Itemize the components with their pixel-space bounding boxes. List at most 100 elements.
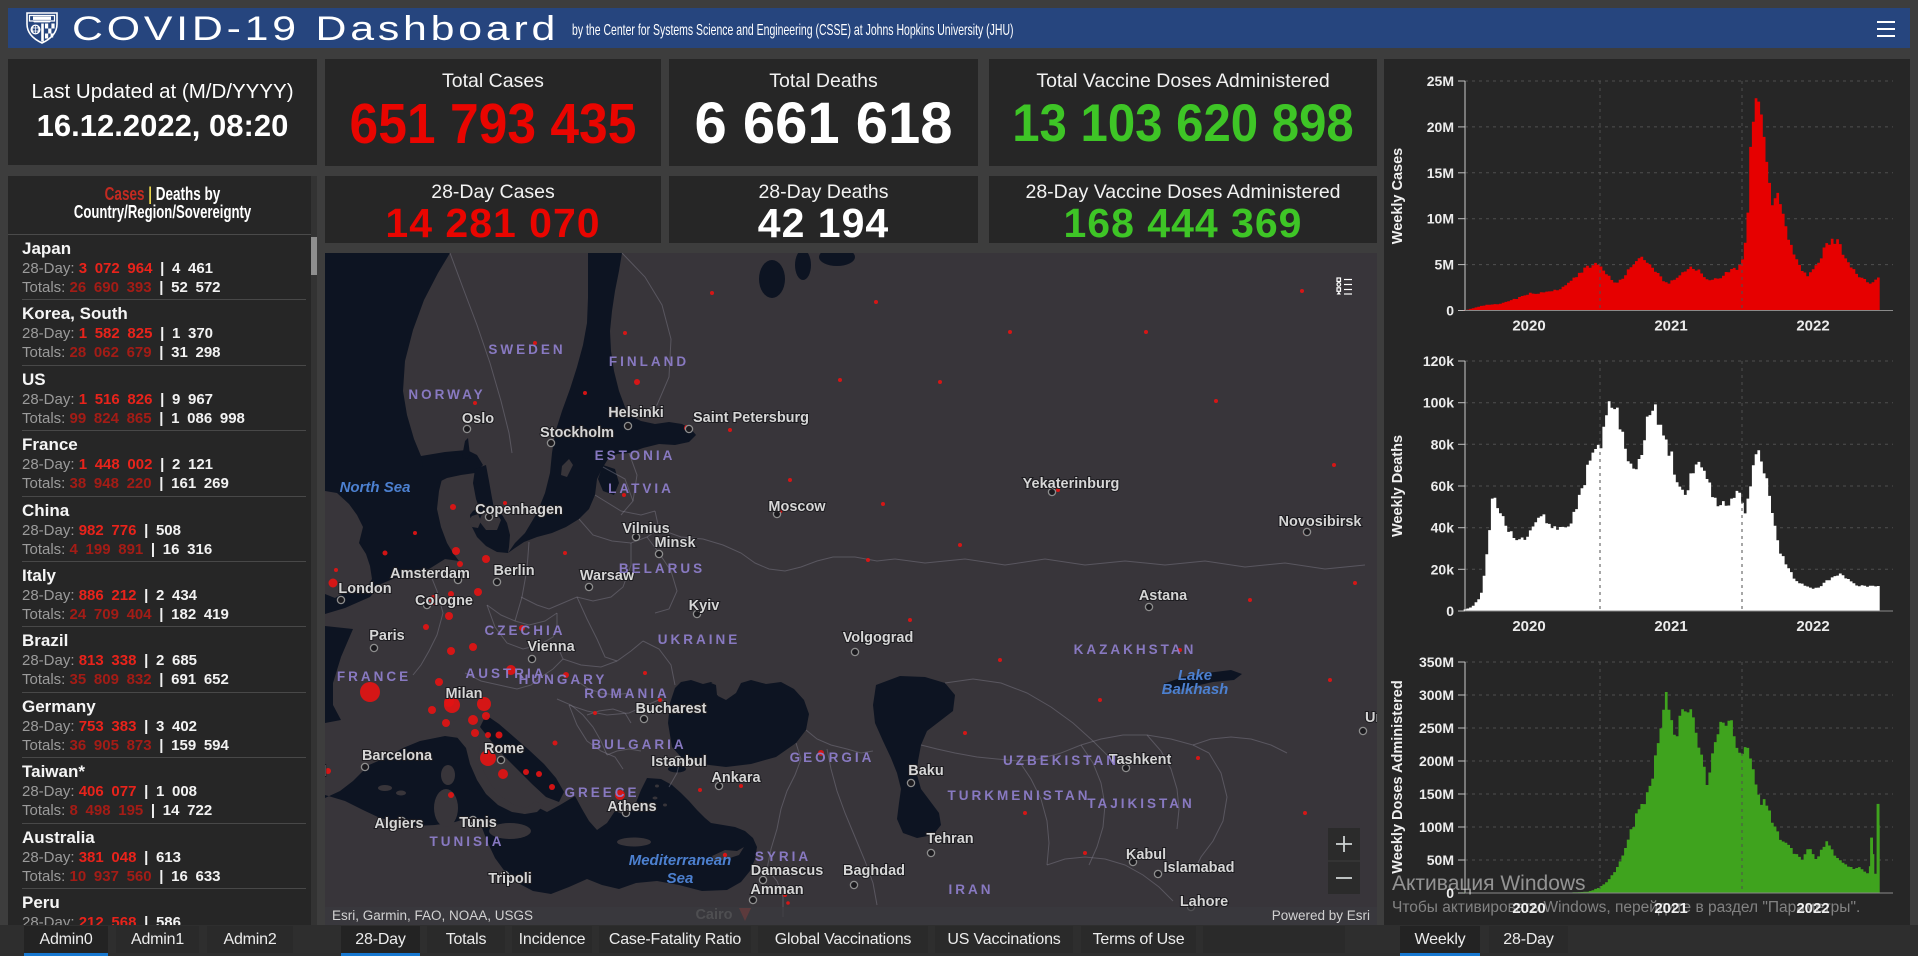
svg-text:Kyiv: Kyiv xyxy=(689,598,720,614)
svg-text:20k: 20k xyxy=(1431,561,1455,577)
svg-text:25M: 25M xyxy=(1427,73,1454,89)
svg-text:2021: 2021 xyxy=(1654,318,1687,335)
svg-text:200M: 200M xyxy=(1419,753,1454,769)
svg-text:Minsk: Minsk xyxy=(654,535,696,551)
svg-text:0: 0 xyxy=(1446,603,1454,619)
svg-text:Kabul: Kabul xyxy=(1126,847,1166,863)
svg-text:Warsaw: Warsaw xyxy=(580,568,635,584)
svg-text:Berlin: Berlin xyxy=(493,563,534,579)
svg-text:2022: 2022 xyxy=(1796,618,1829,635)
svg-text:2020: 2020 xyxy=(1512,618,1545,635)
svg-text:TURKMENISTAN: TURKMENISTAN xyxy=(948,788,1091,803)
svg-text:80k: 80k xyxy=(1431,436,1455,452)
svg-text:Amsterdam: Amsterdam xyxy=(390,566,470,582)
svg-text:Copenhagen: Copenhagen xyxy=(475,502,563,518)
svg-text:Weekly Deaths: Weekly Deaths xyxy=(1390,435,1406,537)
svg-text:2021: 2021 xyxy=(1654,900,1687,917)
svg-text:KAZAKHSTAN: KAZAKHSTAN xyxy=(1074,642,1197,657)
svg-text:0: 0 xyxy=(1446,303,1454,319)
svg-text:IRAN: IRAN xyxy=(949,882,994,897)
svg-text:2022: 2022 xyxy=(1796,900,1829,917)
svg-text:Baghdad: Baghdad xyxy=(843,863,905,879)
svg-text:Algiers: Algiers xyxy=(374,816,423,832)
svg-text:150M: 150M xyxy=(1419,786,1454,802)
svg-text:Volgograd: Volgograd xyxy=(843,630,914,646)
svg-text:Athens: Athens xyxy=(607,799,656,815)
svg-text:300M: 300M xyxy=(1419,687,1454,703)
svg-text:AUSTRIA: AUSTRIA xyxy=(466,666,547,681)
svg-text:UKRAINE: UKRAINE xyxy=(658,632,741,647)
svg-text:Paris: Paris xyxy=(369,628,404,644)
svg-text:Cologne: Cologne xyxy=(415,593,473,609)
svg-text:Powered by Esri: Powered by Esri xyxy=(1272,908,1370,923)
svg-text:Bucharest: Bucharest xyxy=(636,701,707,717)
svg-text:TUNISIA: TUNISIA xyxy=(430,834,505,849)
svg-text:Tripoli: Tripoli xyxy=(488,871,532,887)
svg-text:40k: 40k xyxy=(1431,520,1455,536)
svg-text:BULGARIA: BULGARIA xyxy=(591,737,686,752)
svg-text:10M: 10M xyxy=(1427,211,1454,227)
svg-text:5M: 5M xyxy=(1435,257,1454,273)
svg-text:2022: 2022 xyxy=(1796,318,1829,335)
svg-text:Lake: Lake xyxy=(1178,667,1212,684)
svg-text:Yekaterinburg: Yekaterinburg xyxy=(1023,476,1120,492)
svg-text:Damascus: Damascus xyxy=(751,863,824,879)
svg-text:50M: 50M xyxy=(1427,852,1454,868)
svg-text:2020: 2020 xyxy=(1512,318,1545,335)
svg-text:rid: rid xyxy=(325,764,326,780)
svg-text:GEORGIA: GEORGIA xyxy=(790,750,875,765)
svg-text:Ankara: Ankara xyxy=(711,770,761,786)
svg-text:Islamabad: Islamabad xyxy=(1164,860,1235,876)
svg-text:Lahore: Lahore xyxy=(1180,894,1228,910)
svg-text:TAJIKISTAN: TAJIKISTAN xyxy=(1087,796,1195,811)
svg-text:350M: 350M xyxy=(1419,654,1454,670)
svg-text:Amman: Amman xyxy=(750,882,803,898)
svg-text:Baku: Baku xyxy=(908,763,943,779)
svg-text:Weekly Doses Administered: Weekly Doses Administered xyxy=(1390,680,1406,873)
svg-text:Rome: Rome xyxy=(484,741,524,757)
svg-text:Milan: Milan xyxy=(445,686,482,702)
svg-text:120k: 120k xyxy=(1423,353,1454,369)
svg-text:SYRIA: SYRIA xyxy=(755,849,811,864)
svg-text:20M: 20M xyxy=(1427,119,1454,135)
svg-text:FINLAND: FINLAND xyxy=(609,354,689,369)
svg-text:London: London xyxy=(338,581,391,597)
svg-text:15M: 15M xyxy=(1427,165,1454,181)
svg-text:Novosibirsk: Novosibirsk xyxy=(1279,514,1363,530)
svg-text:CZECHIA: CZECHIA xyxy=(485,623,566,638)
svg-text:UZBEKISTAN: UZBEKISTAN xyxy=(1003,753,1119,768)
svg-text:Istanbul: Istanbul xyxy=(651,754,707,770)
svg-text:Stockholm: Stockholm xyxy=(540,425,614,441)
svg-text:Tunis: Tunis xyxy=(459,815,497,831)
svg-text:Helsinki: Helsinki xyxy=(608,405,664,421)
svg-text:SWEDEN: SWEDEN xyxy=(488,342,565,357)
svg-text:Barcelona: Barcelona xyxy=(362,748,433,764)
svg-text:ROMANIA: ROMANIA xyxy=(584,686,670,701)
svg-text:GREECE: GREECE xyxy=(564,785,639,800)
svg-text:Vienna: Vienna xyxy=(527,639,575,655)
svg-text:Mediterranean: Mediterranean xyxy=(629,852,732,869)
svg-text:ESTONIA: ESTONIA xyxy=(595,448,676,463)
svg-text:Moscow: Moscow xyxy=(768,499,826,515)
svg-text:Oslo: Oslo xyxy=(462,411,494,427)
svg-text:Urumqi: Urumqi xyxy=(1365,710,1377,726)
svg-text:Saint Petersburg: Saint Petersburg xyxy=(693,410,809,426)
svg-text:100M: 100M xyxy=(1419,819,1454,835)
svg-text:60k: 60k xyxy=(1431,478,1455,494)
svg-text:BELARUS: BELARUS xyxy=(619,561,705,576)
svg-text:FRANCE: FRANCE xyxy=(337,669,411,684)
svg-text:2021: 2021 xyxy=(1654,618,1687,635)
svg-text:HUNGARY: HUNGARY xyxy=(519,672,608,687)
svg-text:Astana: Astana xyxy=(1139,588,1188,604)
svg-text:Tehran: Tehran xyxy=(926,831,973,847)
svg-text:Weekly Cases: Weekly Cases xyxy=(1390,148,1406,244)
svg-text:Vilnius: Vilnius xyxy=(622,521,669,537)
svg-text:NORWAY: NORWAY xyxy=(408,387,485,402)
svg-text:100k: 100k xyxy=(1423,395,1454,411)
svg-text:Esri, Garmin, FAO, NOAA, USGS: Esri, Garmin, FAO, NOAA, USGS xyxy=(332,908,533,923)
svg-text:Sea: Sea xyxy=(667,870,694,887)
svg-text:2020: 2020 xyxy=(1512,900,1545,917)
svg-text:LATVIA: LATVIA xyxy=(608,481,674,496)
svg-text:Tashkent: Tashkent xyxy=(1109,752,1172,768)
svg-text:North Sea: North Sea xyxy=(340,479,411,496)
